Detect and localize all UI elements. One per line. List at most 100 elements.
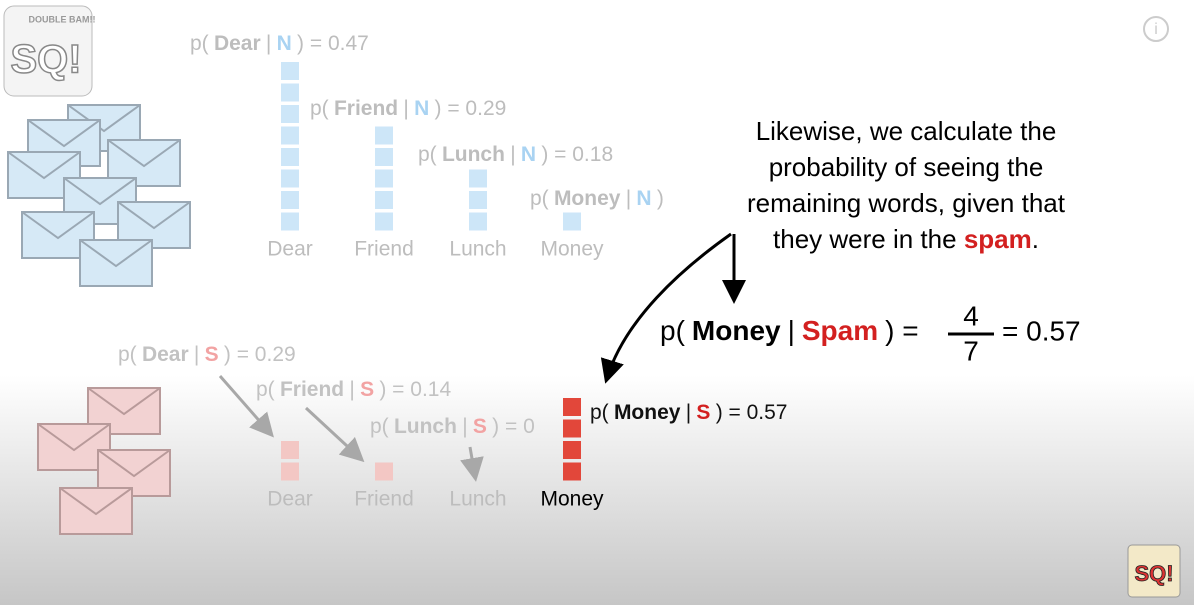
logo-text: SQ!: [1134, 561, 1173, 586]
count-square: [469, 191, 487, 209]
label-part: Money: [614, 401, 681, 424]
count-stack: [375, 462, 393, 481]
word-label: Money: [540, 488, 604, 511]
envelope-flap: [7, 151, 81, 180]
info-icon-ring[interactable]: [1143, 16, 1169, 42]
label-part: p(: [370, 415, 389, 438]
label-part: p(: [118, 343, 137, 366]
explanation-line: probability of seeing the: [769, 152, 1044, 182]
label-part: Money: [554, 187, 621, 210]
label-part: N: [414, 97, 429, 120]
envelope-flap: [79, 239, 153, 268]
explanation-line: they were in the spam.: [773, 224, 1039, 254]
label-part: ) = 0.57: [716, 401, 788, 424]
label-part: ) = 0.14: [379, 378, 451, 401]
envelope-icon: [79, 239, 153, 287]
word-label: Dear: [267, 238, 313, 261]
word-label: Friend: [354, 238, 414, 261]
count-square: [281, 462, 299, 481]
label-part: N: [277, 32, 292, 55]
label-part: S: [473, 415, 487, 438]
word-label: Lunch: [449, 488, 506, 511]
count-stack: [563, 212, 581, 231]
label-part: |: [510, 143, 515, 166]
explanation-line: remaining words, given that: [747, 188, 1066, 218]
label-part: ) = 0.29: [435, 97, 507, 120]
word-label: Lunch: [449, 238, 506, 261]
label-part: p(: [256, 378, 275, 401]
curved-arrow: [600, 232, 732, 384]
label-part: S: [696, 401, 710, 424]
equation-part: Spam: [802, 315, 878, 346]
count-square: [375, 169, 393, 188]
label-part: Friend: [280, 378, 344, 401]
count-square: [281, 83, 299, 102]
word-label: Dear: [267, 488, 313, 511]
count-square: [469, 212, 487, 231]
explanation-part: they were in the: [773, 224, 964, 254]
explanation-part: spam: [964, 224, 1032, 254]
label-part: ) = 0: [492, 415, 535, 438]
count-stack: [469, 169, 487, 231]
arrow: [304, 406, 365, 463]
label-part: Friend: [334, 97, 398, 120]
equation-part: |: [788, 315, 795, 346]
label-part: ) = 0.29: [224, 343, 296, 366]
probability-label: p(Money | S) = 0.57: [590, 401, 788, 424]
envelope-flap: [87, 387, 161, 416]
count-square: [281, 212, 299, 231]
label-part: Dear: [142, 343, 189, 366]
equation-left: p(Money | Spam) =: [660, 315, 919, 346]
arrow: [218, 375, 274, 438]
fraction-denominator: 7: [963, 335, 979, 366]
label-part: Lunch: [394, 415, 457, 438]
count-square: [563, 398, 581, 416]
envelope-flap: [37, 423, 111, 452]
label-part: ) = 0.18: [541, 143, 613, 166]
envelope-flap: [63, 177, 137, 206]
envelope-flap: [59, 487, 133, 516]
label-part: ): [657, 187, 664, 210]
envelope-flap: [117, 201, 191, 230]
arrow: [460, 446, 484, 482]
label-part: Dear: [214, 32, 261, 55]
label-part: N: [636, 187, 651, 210]
envelope-flap: [97, 449, 171, 478]
envelope-icon: [59, 487, 133, 535]
envelope-flap: [21, 211, 95, 240]
probability-label: p(Friend | N) = 0.29: [310, 97, 506, 120]
word-label: Money: [540, 238, 604, 261]
info-icon[interactable]: i: [1154, 21, 1158, 38]
label-part: N: [521, 143, 536, 166]
label-part: ) = 0.47: [297, 32, 369, 55]
count-square: [563, 462, 581, 481]
count-square: [375, 191, 393, 209]
probability-label: p(Money | N): [530, 187, 664, 210]
count-square: [281, 105, 299, 123]
count-square: [563, 212, 581, 231]
explanation-line: Likewise, we calculate the: [756, 116, 1057, 146]
probability-label: p(Dear | N) = 0.47: [190, 32, 369, 55]
count-stack: [281, 441, 299, 481]
label-part: |: [349, 378, 354, 401]
label-part: p(: [418, 143, 437, 166]
label-part: S: [205, 343, 219, 366]
label-part: p(: [530, 187, 549, 210]
label-part: p(: [190, 32, 209, 55]
label-part: S: [360, 378, 374, 401]
explanation-part: remaining words, given that: [747, 188, 1066, 218]
count-square: [469, 169, 487, 188]
equation-part: ) =: [885, 315, 918, 346]
probability-label: p(Lunch | S) = 0: [370, 415, 535, 438]
equation-part: Money: [692, 315, 781, 346]
count-square: [563, 441, 581, 459]
logo-text: SQ!: [10, 38, 81, 82]
fraction-numerator: 4: [963, 300, 979, 331]
label-part: |: [194, 343, 199, 366]
equation-part: p(: [660, 315, 686, 346]
logo-frame: [1127, 544, 1181, 598]
count-square: [281, 441, 299, 459]
count-stack: [563, 398, 581, 481]
